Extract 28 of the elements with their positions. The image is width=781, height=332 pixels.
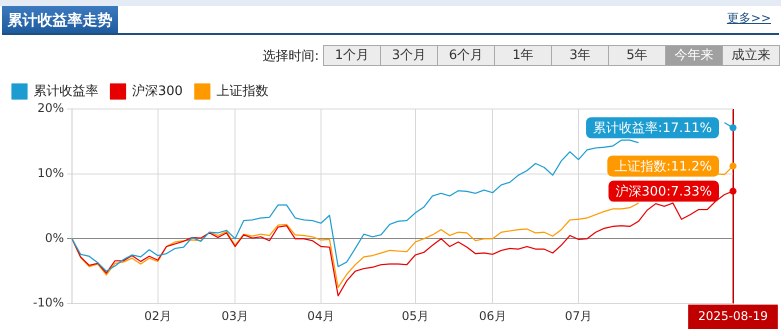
x-tick-label: 05月 (402, 308, 430, 323)
x-tick-label: 03月 (221, 308, 249, 323)
text: 成立来 (722, 45, 780, 66)
text: 1个月 (323, 45, 381, 66)
data-label: 上证指数:11.2% (614, 159, 712, 174)
text: 1年 (494, 45, 552, 66)
legend-label: 上证指数 (216, 84, 268, 99)
x-tick-label: 02月 (144, 308, 172, 323)
text: 更多>> (726, 10, 771, 27)
x-tick-label: 06月 (478, 308, 506, 323)
y-tick-label: 0% (44, 230, 64, 245)
text: 3年 (551, 45, 609, 66)
text: 今年来 (665, 45, 723, 66)
x-tick-label: 07月 (564, 308, 592, 323)
y-tick-label: 20% (37, 101, 64, 116)
y-tick-label: -10% (32, 296, 64, 310)
text: 3个月 (380, 45, 438, 66)
text: 6个月 (437, 45, 495, 66)
legend-label: 沪深300 (132, 82, 183, 99)
text: 选择时间: (262, 48, 319, 65)
x-tick-label: 2025-08-19 (698, 308, 768, 323)
data-label: 累计收益率:17.11% (593, 120, 712, 136)
chart-title: 累计收益率走势 (2, 6, 118, 34)
data-label: 沪深300:7.33% (616, 184, 712, 200)
y-tick-label: 10% (37, 166, 64, 180)
x-tick-label: 04月 (307, 308, 335, 323)
text: 5年 (608, 45, 666, 66)
legend-label: 累计收益率 (34, 82, 98, 99)
